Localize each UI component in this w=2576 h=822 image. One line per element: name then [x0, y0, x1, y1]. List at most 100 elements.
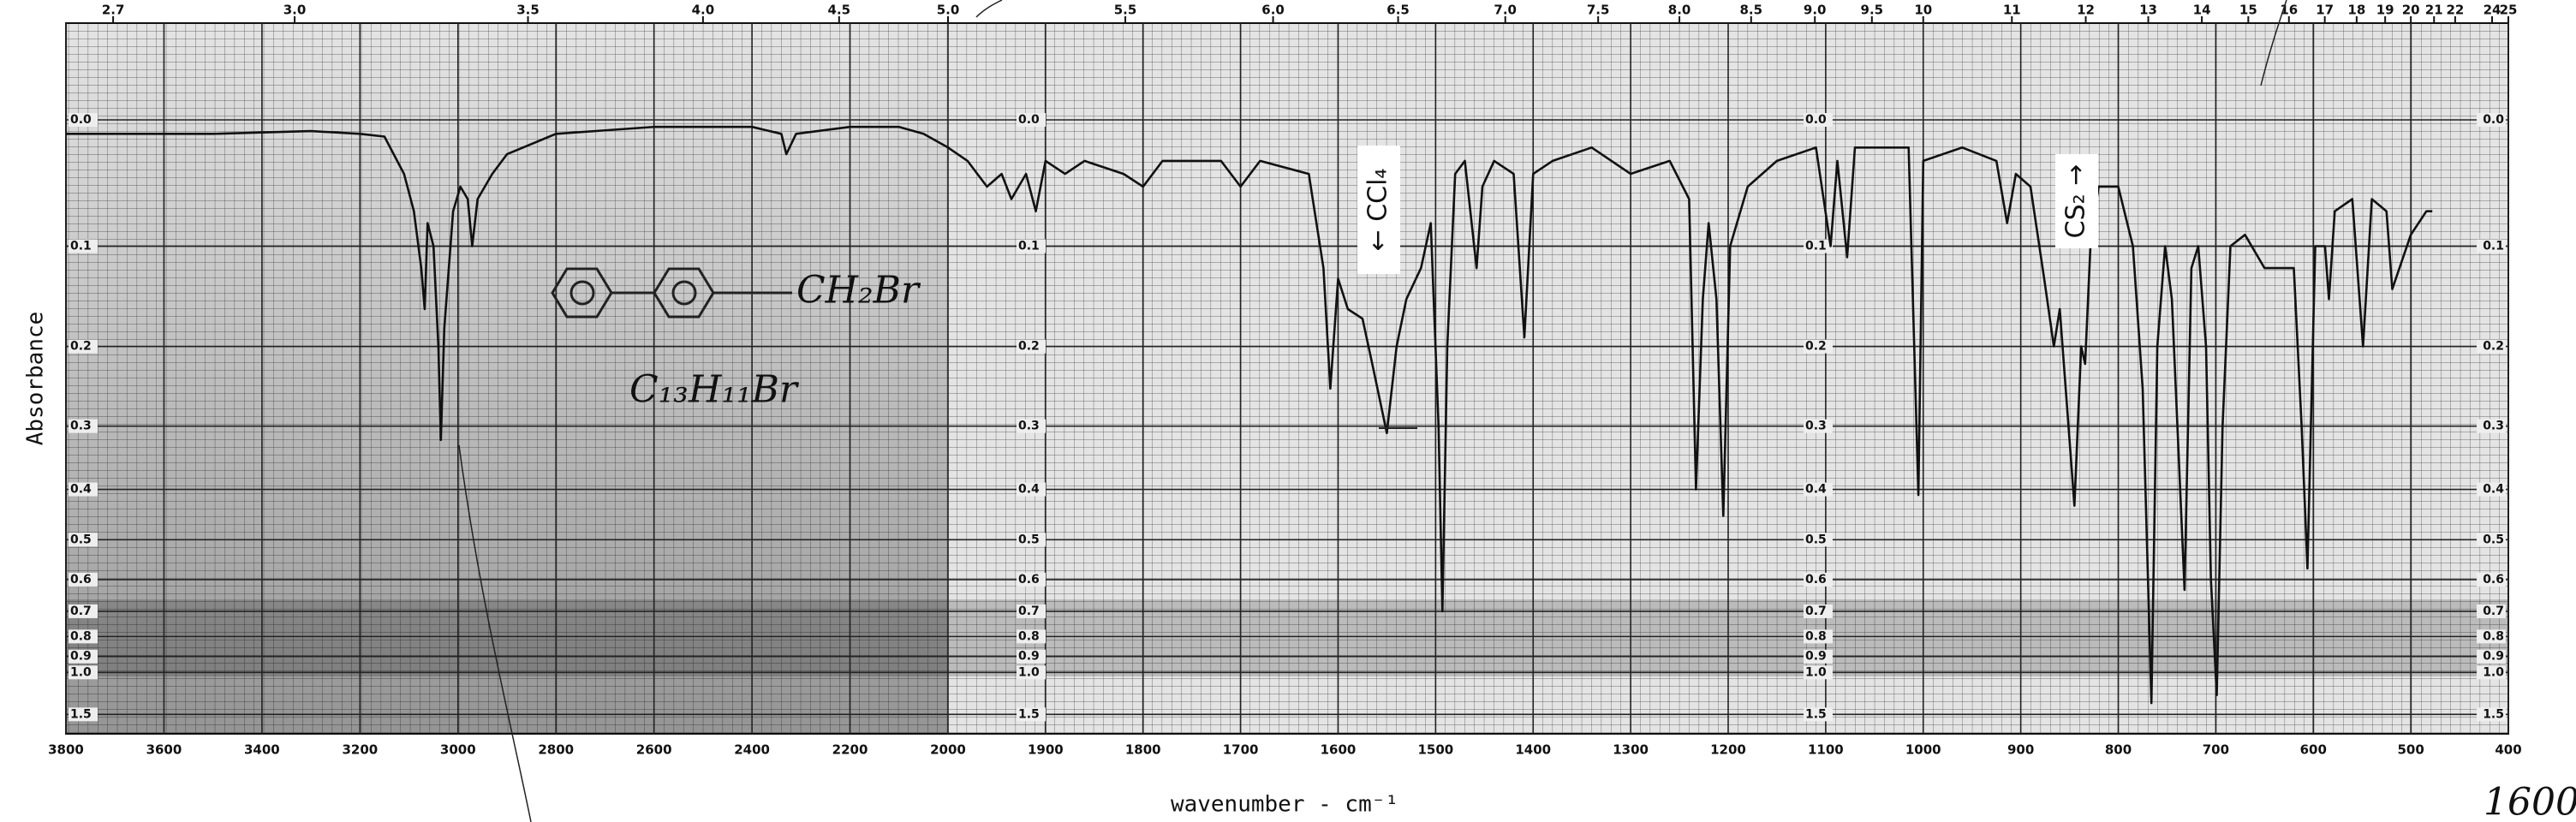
x2-tick-label: 3.0: [283, 3, 307, 18]
x-tick-label: 3200: [342, 742, 378, 758]
x-tick-label: 800: [2105, 742, 2132, 758]
tick-label-bg: [2477, 533, 2506, 547]
tick-label-bg: [69, 707, 98, 722]
y-tick-label: 0.4: [1018, 483, 1040, 497]
x-tick-label: 3000: [440, 742, 476, 758]
tick-label-bg: [1017, 339, 1046, 354]
y-tick-label: 0.0: [1805, 113, 1827, 127]
tick-label-bg: [2477, 113, 2506, 127]
y-tick-label: 0.7: [1805, 605, 1827, 618]
x-tick-label: 400: [2495, 742, 2521, 758]
y-tick-label: 0.9: [1018, 650, 1040, 664]
tick-label-bg: [1017, 707, 1046, 722]
x2-tick-label: 25: [2500, 3, 2518, 18]
y-tick-label: 0.2: [2483, 340, 2504, 354]
x2-tick-label: 17: [2316, 3, 2334, 18]
x-tick-label: 1100: [1808, 742, 1844, 758]
tick-label-bg: [69, 649, 98, 664]
x2-tick-label: 11: [2003, 3, 2021, 18]
x2-tick-label: 9.0: [1804, 3, 1827, 18]
x2-tick-label: 5.5: [1114, 3, 1137, 18]
tick-label-bg: [1804, 482, 1833, 497]
x2-tick-label: 14: [2193, 3, 2211, 18]
x-tick-label: 1900: [1028, 742, 1064, 758]
structure-sketch: [458, 0, 2287, 822]
x-axis-label: wavenumber - cm⁻¹: [1171, 792, 1398, 818]
tick-label-bg: [1804, 604, 1833, 618]
grid: [65, 16, 2509, 734]
y-tick-label: 0.1: [2483, 239, 2504, 253]
x2-tick-label: 20: [2402, 3, 2420, 18]
tick-label-bg: [69, 239, 98, 253]
tick-label-bg: [1017, 419, 1046, 433]
y-tick-label: 0.8: [70, 629, 92, 643]
y-tick-label: 0.8: [1805, 629, 1827, 643]
tick-label-bg: [1804, 665, 1833, 680]
tick-label-bg: [69, 665, 98, 680]
tick-label-bg: [2477, 665, 2506, 680]
y-tick-label: 0.3: [1018, 420, 1040, 433]
x2-tick-label: 4.0: [692, 3, 715, 18]
x2-tick-label: 8.5: [1740, 3, 1763, 18]
y-tick-label: 1.5: [70, 707, 92, 721]
paper-shading: [66, 23, 948, 734]
tick-label-bg: [1017, 649, 1046, 664]
x2-tick-label: 7.0: [1494, 3, 1517, 18]
tick-label-bg: [69, 419, 98, 433]
y-tick-label: 0.8: [1018, 629, 1040, 643]
y-tick-label: 0.9: [70, 650, 92, 664]
x2-tick-label: 19: [2376, 3, 2394, 18]
y-tick-label: 0.3: [70, 420, 92, 433]
y-tick-label: 0.1: [1805, 239, 1827, 253]
y-tick-label: 0.7: [1018, 605, 1040, 618]
y-tick-label: 1.5: [1805, 707, 1827, 721]
x2-tick-label: 3.5: [516, 3, 540, 18]
tick-label-bg: [1804, 419, 1833, 433]
spectrum-line: [66, 125, 2433, 705]
y-tick-label: 0.2: [1018, 340, 1040, 354]
x2-tick-label: 12: [2077, 3, 2095, 18]
tick-label-bg: [1017, 533, 1046, 547]
x-tick-label: 2000: [930, 742, 966, 758]
y-tick-label: 1.0: [1805, 665, 1827, 679]
y-tick-label: 0.0: [2483, 113, 2504, 127]
tick-labels: 3800 3600 3400 3200 3000 2800 2600 2400 2200 2000…: [48, 3, 2522, 758]
y-tick-label: 0.2: [70, 340, 92, 354]
y-tick-label: 0.7: [2483, 605, 2504, 618]
tick-label-bg: [69, 533, 98, 547]
x-tick-label: 2400: [734, 742, 770, 758]
tick-label-bg: [1017, 572, 1046, 587]
tick-label-bg: [1804, 707, 1833, 722]
y-tick-label: 0.1: [1018, 239, 1040, 253]
y-tick-label: 0.6: [1805, 573, 1827, 587]
x2-tick-label: 2.7: [102, 3, 125, 18]
solvent-annotation: CS₂ →: [2061, 164, 2091, 239]
handwritten-formula: C₁₃H₁₁Br: [629, 368, 800, 412]
x-tick-label: 1500: [1418, 742, 1454, 758]
y-tick-label: 0.6: [1018, 573, 1040, 587]
y-tick-label: 1.0: [2483, 665, 2504, 679]
tick-label-bg: [1017, 113, 1046, 127]
x2-tick-label: 22: [2446, 3, 2464, 18]
x-tick-label: 1000: [1905, 742, 1941, 758]
x-tick-label: 1400: [1515, 742, 1551, 758]
x2-tick-label: 7.5: [1587, 3, 1610, 18]
y-tick-label: 0.6: [70, 573, 92, 587]
tick-label-bg: [2477, 629, 2506, 644]
x-tick-label: 700: [2203, 742, 2229, 758]
tick-label-bg: [2477, 707, 2506, 722]
paper-shading: [66, 599, 2508, 676]
x-tick-label: 1700: [1223, 742, 1259, 758]
tick-label-bg: [69, 604, 98, 618]
y-tick-label: 0.5: [1018, 533, 1040, 546]
tick-label-bg: [1017, 665, 1046, 680]
tick-label-bg: [1017, 239, 1046, 253]
y-tick-label: 1.5: [1018, 707, 1040, 721]
solvent-annotation: ← CCl₄: [1363, 169, 1393, 252]
tick-label-bg: [2477, 482, 2506, 497]
x-tick-label: 3400: [244, 742, 280, 758]
y-tick-label: 0.4: [2483, 483, 2504, 497]
x-tick-label: 2200: [832, 742, 868, 758]
x-tick-label: 2800: [538, 742, 574, 758]
